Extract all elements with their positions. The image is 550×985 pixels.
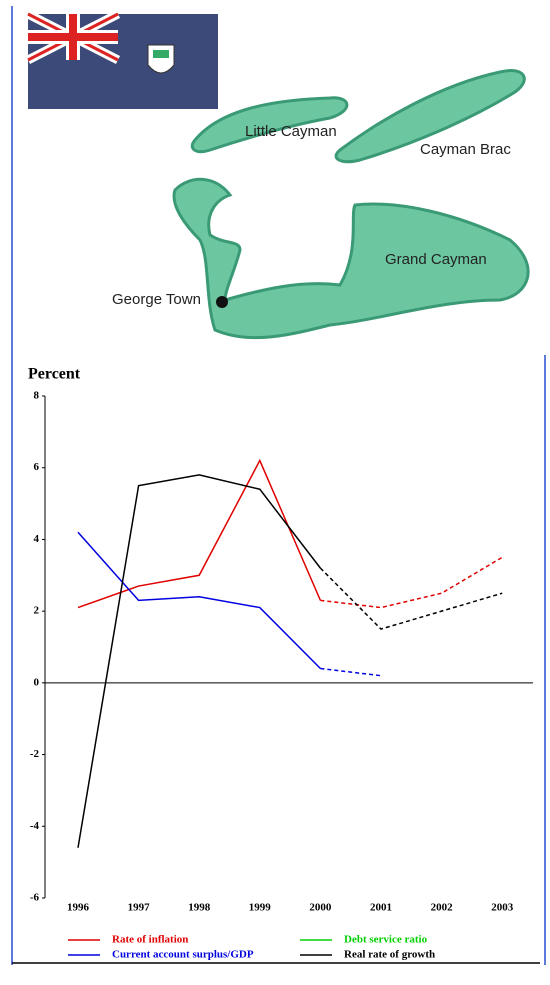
- y-axis-label: Percent: [28, 366, 81, 383]
- y-tick-label: 2: [34, 605, 40, 617]
- series-line: [77, 531, 321, 670]
- legend-label: Current account surplus/GDP: [112, 949, 254, 961]
- flag: [25, 9, 218, 109]
- x-tick-label: 1997: [128, 902, 151, 914]
- y-tick-label: -4: [30, 820, 40, 832]
- y-tick-label: -6: [30, 892, 40, 904]
- y-tick-label: -2: [30, 748, 40, 760]
- series-line: [77, 458, 322, 609]
- series-line-projected: [320, 556, 503, 609]
- map-label: Little Cayman: [245, 123, 337, 140]
- y-tick-label: 4: [34, 533, 40, 545]
- x-tick-label: 2000: [309, 902, 332, 914]
- x-tick-label: 1998: [188, 902, 211, 914]
- x-tick-label: 2001: [370, 902, 392, 914]
- series-line-projected: [319, 567, 503, 630]
- series-line: [77, 474, 321, 848]
- x-tick-label: 2002: [431, 902, 454, 914]
- legend-label: Debt service ratio: [344, 934, 428, 946]
- map-label: George Town: [112, 291, 201, 308]
- x-tick-label: 2003: [491, 902, 514, 914]
- map-label: Cayman Brac: [420, 141, 511, 158]
- series-line-projected: [320, 667, 382, 677]
- legend-label: Real rate of growth: [344, 949, 435, 961]
- y-tick-label: 0: [34, 676, 40, 688]
- x-tick-label: 1996: [67, 902, 90, 914]
- x-tick-label: 1999: [249, 902, 272, 914]
- map: [172, 69, 530, 340]
- map-label: Grand Cayman: [385, 251, 487, 268]
- y-tick-label: 6: [34, 461, 40, 473]
- legend-label: Rate of inflation: [112, 934, 188, 946]
- y-tick-label: 8: [34, 390, 40, 402]
